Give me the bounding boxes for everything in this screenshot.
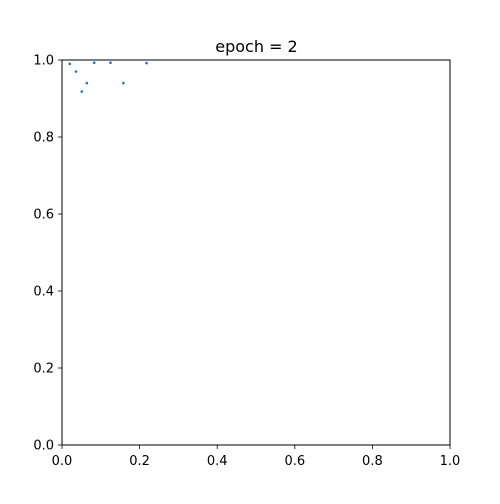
data-point <box>92 61 96 64</box>
x-tick-label: 0.2 <box>129 454 150 469</box>
x-tick-label: 0.8 <box>362 454 383 469</box>
data-point <box>80 90 84 93</box>
x-tick-label: 1.0 <box>440 454 461 469</box>
data-point <box>85 81 89 85</box>
plot-frame <box>61 59 451 446</box>
y-axis-ticks: 0.0 0.2 0.4 0.6 0.8 1.0 <box>33 54 62 454</box>
data-point <box>122 81 125 85</box>
y-tick-label: 0.2 <box>33 362 54 377</box>
y-tick-label: 1.0 <box>33 54 54 69</box>
data-point <box>74 70 78 73</box>
data-point <box>68 62 72 66</box>
y-tick-label: 0.6 <box>33 208 54 223</box>
x-axis-ticks: 0.0 0.2 0.4 0.6 0.8 1.0 <box>52 445 461 469</box>
x-tick-label: 0.6 <box>284 454 305 469</box>
data-points <box>68 61 148 93</box>
chart-title: epoch = 2 <box>215 37 297 56</box>
y-tick-label: 0.0 <box>33 439 54 454</box>
x-tick-label: 0.0 <box>52 454 73 469</box>
x-tick-label: 0.4 <box>207 454 228 469</box>
y-tick-label: 0.8 <box>33 131 54 146</box>
data-point <box>145 61 148 65</box>
data-point <box>109 61 112 64</box>
y-tick-label: 0.4 <box>33 285 54 300</box>
